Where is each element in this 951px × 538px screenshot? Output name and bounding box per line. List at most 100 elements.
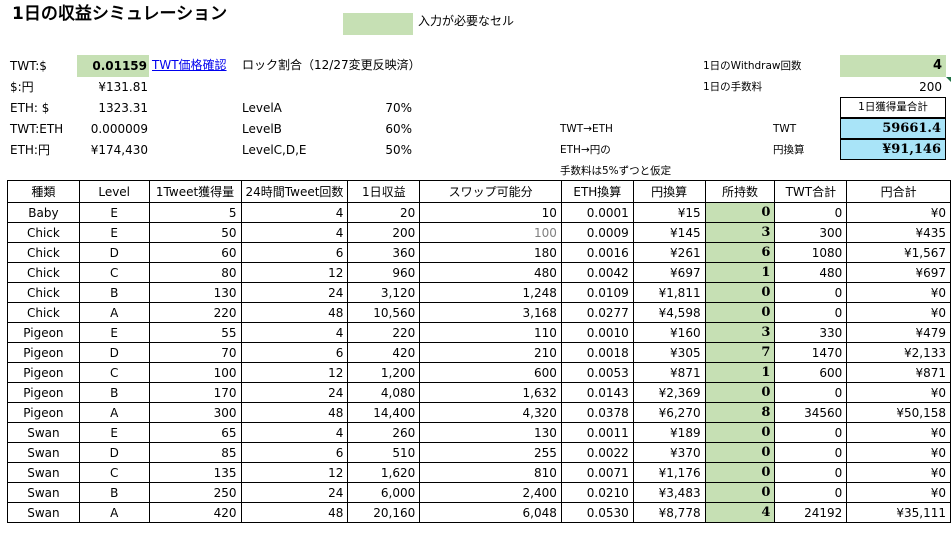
table-cell: 960	[347, 262, 421, 283]
column-header: 1日収益	[347, 180, 421, 203]
table-cell: ¥0	[846, 442, 951, 463]
table-cell: 250	[148, 482, 242, 503]
owned-count-input[interactable]: 0	[704, 282, 776, 303]
owned-count-input[interactable]: 0	[704, 482, 776, 503]
eth-usd-value: 1323.31	[98, 101, 148, 115]
table-cell: ¥1,176	[632, 462, 706, 483]
table-cell: 10,560	[347, 302, 421, 323]
table-cell: ¥145	[632, 222, 706, 243]
table-cell: 0	[774, 462, 848, 483]
table-cell: 0.0109	[560, 282, 634, 303]
table-cell: ¥4,598	[632, 302, 706, 323]
table-cell: Chick	[7, 302, 80, 323]
table-cell: 600	[419, 362, 562, 383]
owned-count-input[interactable]: 4	[704, 502, 776, 523]
table-cell: 4,320	[419, 402, 562, 423]
lock-ratio-heading: ロック割合（12/27変更反映済）	[242, 58, 421, 72]
owned-count-input[interactable]: 3	[704, 322, 776, 343]
table-cell: 50	[148, 222, 242, 243]
table-row: Chick B 130 24 3,120 1,248 0.0109 ¥1,811 0 0 ¥0	[7, 282, 951, 303]
table-cell: 130	[419, 422, 562, 443]
owned-count-input[interactable]: 0	[704, 202, 776, 223]
table-cell: 100	[419, 222, 562, 243]
cell-comment-indicator-icon	[946, 77, 951, 82]
table-cell: 0.0042	[560, 262, 634, 283]
table-row: Swan B 250 24 6,000 2,400 0.0210 ¥3,483 0 0 ¥0	[7, 482, 951, 503]
twt-price-link[interactable]: TWT価格確認	[152, 58, 227, 72]
owned-count-input[interactable]: 8	[704, 402, 776, 423]
table-cell: 85	[148, 442, 242, 463]
table-cell: Pigeon	[7, 402, 80, 423]
table-cell: ¥160	[632, 322, 706, 343]
table-cell: 20	[347, 202, 421, 223]
table-cell: 6	[240, 242, 349, 263]
owned-count-input[interactable]: 7	[704, 342, 776, 363]
table-cell: 65	[148, 422, 242, 443]
table-row: Pigeon C 100 12 1,200 600 0.0053 ¥871 1 600 ¥871	[7, 362, 951, 383]
table-cell: D	[78, 342, 150, 363]
table-row: Baby E 5 4 20 10 0.0001 ¥15 0 0 ¥0	[7, 202, 951, 223]
table-cell: 48	[240, 502, 349, 523]
table-cell: ¥2,369	[632, 382, 706, 403]
table-cell: 810	[419, 462, 562, 483]
table-cell: ¥0	[846, 382, 951, 403]
owned-count-input[interactable]: 0	[704, 442, 776, 463]
column-header: ETH換算	[560, 180, 634, 203]
table-cell: B	[78, 282, 150, 303]
table-cell: 0	[774, 422, 848, 443]
owned-count-input[interactable]: 6	[704, 242, 776, 263]
swap-fee-note: 手数料は5%ずつと仮定	[560, 165, 672, 177]
owned-count-input[interactable]: 0	[704, 382, 776, 403]
owned-count-input[interactable]: 0	[704, 422, 776, 443]
table-cell: 0.0277	[560, 302, 634, 323]
table-cell: 170	[148, 382, 242, 403]
table-cell: 14,400	[347, 402, 421, 423]
table-cell: 20,160	[347, 502, 421, 523]
table-cell: Chick	[7, 262, 80, 283]
table-cell: 3,168	[419, 302, 562, 323]
table-cell: 1080	[774, 242, 848, 263]
owned-count-input[interactable]: 1	[704, 362, 776, 383]
table-row: Chick C 80 12 960 480 0.0042 ¥697 1 480 ¥697	[7, 262, 951, 283]
table-row: Chick D 60 6 360 180 0.0016 ¥261 6 1080 ¥1,567	[7, 242, 951, 263]
table-row: Swan D 85 6 510 255 0.0022 ¥370 0 0 ¥0	[7, 442, 951, 463]
twt-usd-input[interactable]: 0.01159	[77, 55, 149, 77]
table-cell: 0.0022	[560, 442, 634, 463]
lock-level-cde-value: 50%	[385, 143, 412, 157]
table-cell: 300	[148, 402, 242, 423]
table-cell: ¥479	[846, 322, 951, 343]
table-cell: ¥35,111	[846, 502, 951, 523]
column-header: Level	[78, 180, 150, 203]
total-jpy-label: 円換算	[773, 144, 805, 156]
table-cell: 6	[240, 342, 349, 363]
table-cell: ¥261	[632, 242, 706, 263]
owned-count-input[interactable]: 1	[704, 262, 776, 283]
table-cell: 255	[419, 442, 562, 463]
owned-count-input[interactable]: 0	[704, 462, 776, 483]
table-cell: 0.0210	[560, 482, 634, 503]
total-twt-label: TWT	[773, 123, 797, 135]
withdraw-count-input[interactable]: 4	[840, 55, 946, 77]
table-cell: 510	[347, 442, 421, 463]
table-cell: ¥697	[846, 262, 951, 283]
column-header: 所持数	[704, 180, 776, 203]
table-cell: 0.0143	[560, 382, 634, 403]
table-cell: D	[78, 242, 150, 263]
table-cell: ¥370	[632, 442, 706, 463]
table-cell: 6,048	[419, 502, 562, 523]
table-cell: B	[78, 482, 150, 503]
owned-count-input[interactable]: 3	[704, 222, 776, 243]
twt-eth-value: 0.000009	[90, 122, 148, 136]
table-cell: ¥0	[846, 302, 951, 323]
table-cell: 24192	[774, 502, 848, 523]
table-cell: 180	[419, 242, 562, 263]
swap-eth-jpy-label: ETH→円の	[560, 144, 611, 156]
table-cell: Pigeon	[7, 362, 80, 383]
table-cell: Pigeon	[7, 322, 80, 343]
simulation-table: 種類 Level 1Tweet獲得量 24時間Tweet回数 1日収益 スワップ可能分 ET…	[7, 180, 951, 523]
table-cell: Pigeon	[7, 382, 80, 403]
table-cell: A	[78, 402, 150, 423]
owned-count-input[interactable]: 0	[704, 302, 776, 323]
lock-level-cde-label: LevelC,D,E	[242, 143, 307, 157]
table-cell: 1,200	[347, 362, 421, 383]
